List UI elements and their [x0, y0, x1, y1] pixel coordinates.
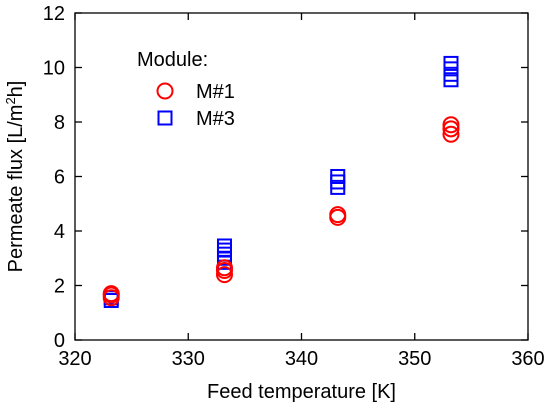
y-axis-title-end: h] — [5, 81, 27, 98]
data-marks — [102, 55, 460, 308]
y-tick-label: 8 — [54, 112, 65, 134]
legend-marker-m3 — [157, 110, 173, 126]
y-axis-title-superscript: 2 — [3, 97, 18, 104]
x-tick-label: 350 — [398, 348, 431, 370]
legend-entries: M#1M#3 — [156, 81, 235, 130]
legend-title: Module: — [137, 49, 208, 71]
x-tick-label: 330 — [172, 348, 205, 370]
data-point-m1 — [442, 116, 460, 134]
data-point-m1 — [442, 125, 460, 143]
y-tick-label: 0 — [54, 330, 65, 352]
data-point-m3 — [216, 246, 232, 262]
y-tick-label: 4 — [54, 221, 65, 243]
y-tick-label: 10 — [43, 58, 65, 80]
data-point-m3 — [443, 55, 459, 71]
legend-label: M#3 — [196, 108, 235, 130]
data-point-m3 — [330, 169, 346, 184]
data-point-m3 — [216, 242, 232, 258]
legend-label: M#1 — [196, 81, 235, 103]
x-axis-title: Feed temperature [K] — [207, 381, 396, 403]
data-point-m3 — [330, 174, 346, 190]
data-point-m1 — [215, 266, 233, 284]
y-tick-label: 6 — [54, 167, 65, 189]
x-tick-label: 320 — [58, 348, 91, 370]
legend-entry: M#1 — [156, 81, 235, 103]
data-point-m1 — [329, 206, 347, 224]
y-axis-title-main: Permeate flux [L/m — [5, 105, 27, 273]
data-point-m1 — [102, 285, 120, 303]
legend-marker-m1 — [156, 82, 174, 100]
y-axis-title: Permeate flux [L/m2h] — [3, 81, 27, 273]
data-point-m1 — [215, 259, 233, 277]
x-tick-label: 340 — [285, 348, 318, 370]
data-point-m1 — [442, 120, 460, 138]
y-tick-label: 2 — [54, 276, 65, 298]
y-tick-label: 12 — [43, 3, 65, 25]
data-point-m3 — [216, 238, 232, 254]
legend-entry: M#3 — [157, 108, 235, 130]
legend: Module: M#1M#3 — [137, 49, 235, 130]
x-tick-label: 360 — [511, 348, 544, 370]
axis-ticks: 320 330 340 350 360 0 2 4 6 8 10 12 — [43, 3, 545, 370]
